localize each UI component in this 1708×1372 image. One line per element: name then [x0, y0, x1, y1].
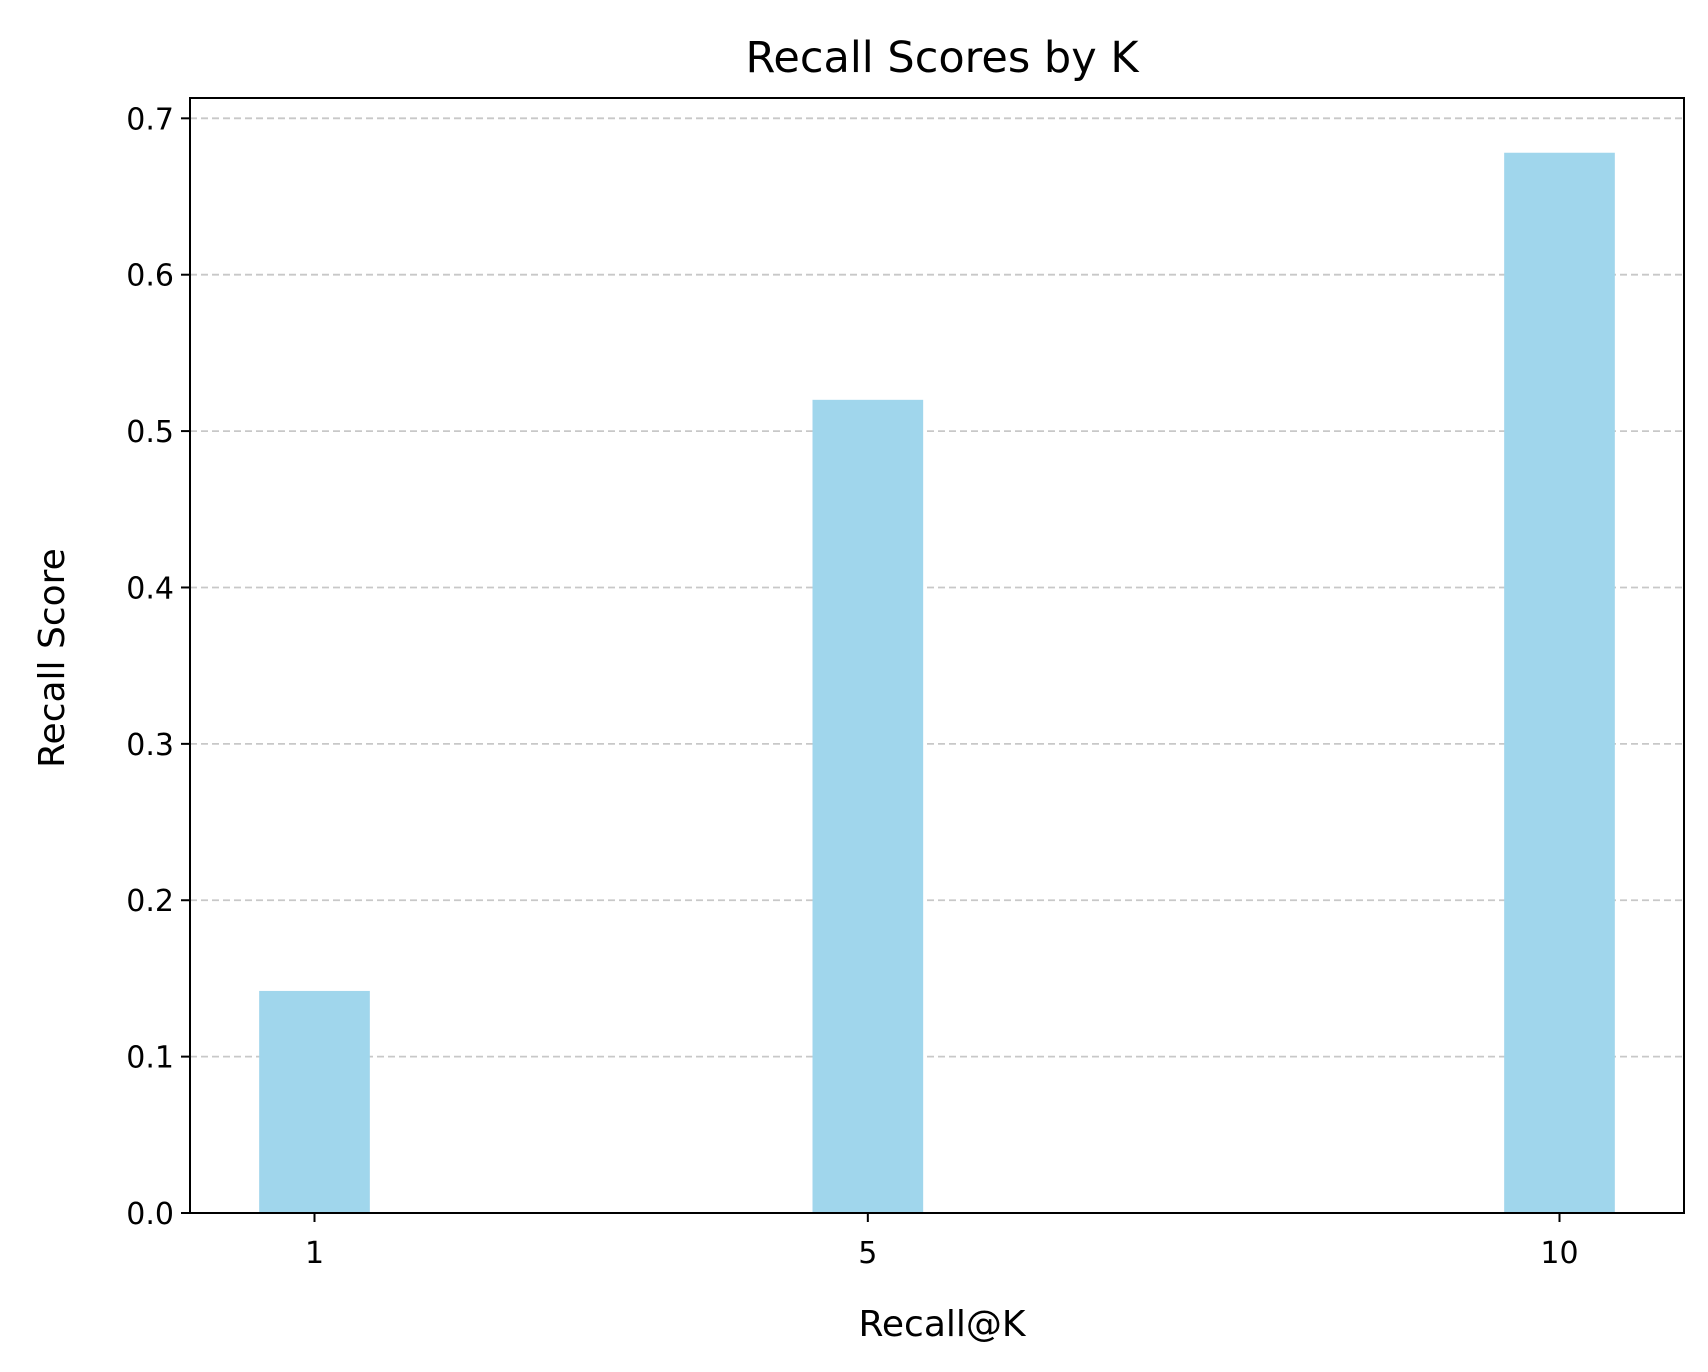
axes: [189, 97, 1685, 1214]
x-tick-label: 10: [1540, 1236, 1578, 1271]
x-tick-label: 1: [305, 1236, 324, 1271]
plot-frame: [189, 97, 1685, 1214]
bar-k-1: [259, 990, 370, 1213]
y-tick-label: 0.1: [126, 1041, 174, 1076]
y-tick-label: 0.3: [126, 728, 174, 763]
y-tick-label: 0.4: [126, 571, 174, 606]
bars: [259, 152, 1615, 1213]
y-tick-label: 0.0: [126, 1197, 174, 1232]
y-tick-label: 0.2: [126, 884, 174, 919]
y-tick-label: 0.6: [126, 259, 174, 294]
y-tick-label: 0.5: [126, 415, 174, 450]
bar-k-5: [812, 399, 924, 1213]
x-tick-label: 5: [858, 1236, 877, 1271]
x-axis-label: Recall@K: [858, 1304, 1026, 1345]
gridlines: [190, 117, 1684, 1058]
y-axis-label: Recall Score: [32, 548, 73, 768]
chart-title: Recall Scores by K: [745, 33, 1140, 83]
ticks: 0.0 0.1 0.2 0.3 0.4 0.5 0.6 0.7 1 5 10: [126, 102, 1578, 1271]
y-tick-label: 0.7: [126, 102, 174, 137]
bar-k-10: [1504, 152, 1615, 1213]
